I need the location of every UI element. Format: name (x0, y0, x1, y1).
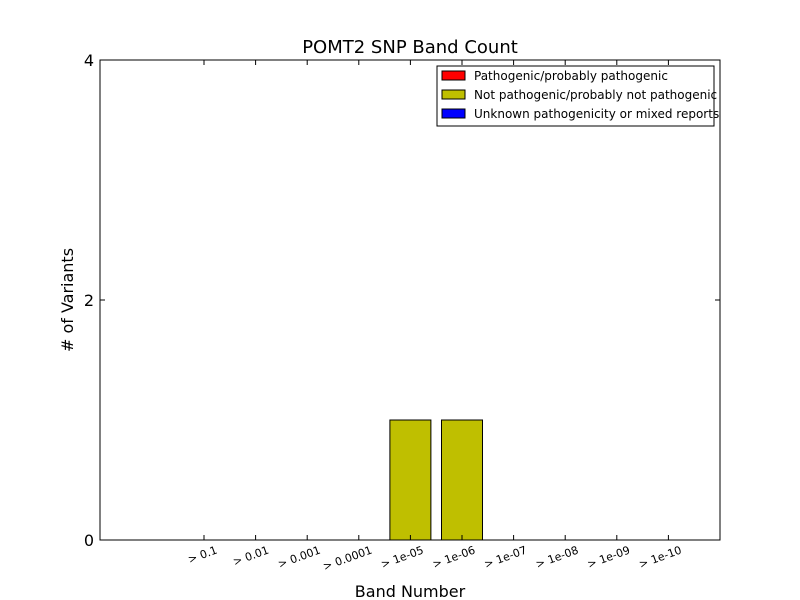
legend-swatch-0 (441, 70, 466, 81)
y-tick-label-2: 4 (84, 51, 94, 70)
bars-layer (389, 419, 483, 541)
chart-title: POMT2 SNP Band Count (302, 37, 518, 58)
plot-frame (99, 59, 721, 541)
x-axis-label: Band Number (355, 582, 466, 600)
legend-frame (436, 65, 715, 127)
legend-swatch-1 (441, 89, 466, 100)
legend-label-0: Pathogenic/probably pathogenic (474, 69, 668, 83)
y-axis-label: # of Variants (58, 248, 77, 352)
legend-label-2: Unknown pathogenicity or mixed reports (474, 107, 719, 121)
bar-series1-4 (389, 419, 432, 541)
bar-series1-5 (441, 419, 483, 541)
legend-swatch-2 (441, 108, 466, 119)
y-tick-label-1: 2 (84, 291, 94, 310)
y-tick-label-0: 0 (84, 531, 94, 550)
legend: Pathogenic/probably pathogenic Not pathog… (436, 65, 719, 127)
legend-label-1: Not pathogenic/probably not pathogenic (474, 88, 717, 102)
